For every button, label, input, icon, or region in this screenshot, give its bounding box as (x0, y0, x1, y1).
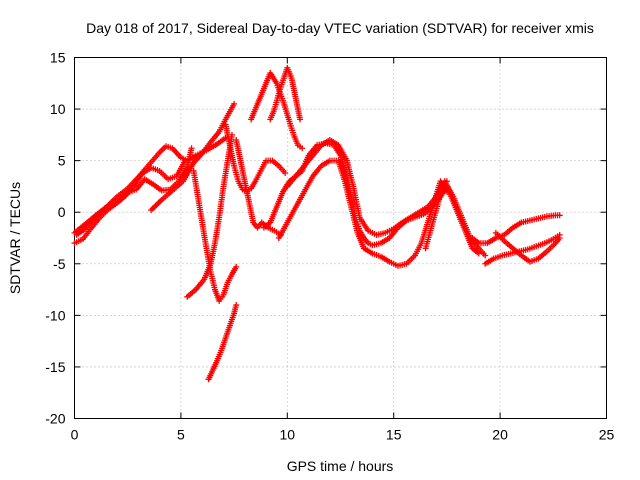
y-tick-label: -20 (45, 411, 65, 427)
x-tick-label: 0 (71, 427, 79, 443)
y-tick-label: 10 (50, 101, 66, 117)
axis-ticks: 0 5 10 15 20 25 -20 -15 -10 -5 0 5 10 15 (45, 50, 614, 443)
y-tick-label: 0 (58, 204, 66, 220)
data-point (482, 252, 489, 259)
data-series (233, 137, 284, 238)
data-point (188, 145, 195, 152)
data-series (422, 178, 450, 252)
data-series (267, 64, 304, 123)
x-axis-label: GPS time / hours (287, 458, 394, 474)
data-series (492, 229, 563, 265)
x-tick-label: 15 (386, 427, 402, 443)
data-series (469, 212, 563, 247)
x-tick-label: 20 (492, 427, 508, 443)
data-point (299, 145, 306, 152)
data-point (443, 178, 450, 185)
data-series (148, 100, 238, 214)
data-point (233, 263, 240, 270)
data-series (222, 121, 289, 195)
data-point (556, 235, 563, 241)
y-tick-label: 15 (50, 50, 66, 66)
y-tick-label: -5 (53, 256, 66, 272)
x-tick-label: 10 (280, 427, 296, 443)
plot-frame (74, 57, 607, 419)
data-series (482, 231, 563, 267)
y-tick-label: 5 (58, 153, 66, 169)
x-tick-label: 25 (599, 427, 615, 443)
data-point (233, 302, 240, 309)
x-tick-label: 5 (177, 427, 185, 443)
data-series (248, 69, 306, 152)
data-point (556, 212, 563, 219)
data-point (282, 170, 289, 177)
chart-title: Day 018 of 2017, Sidereal Day-to-day VTE… (86, 20, 594, 36)
data-series (284, 137, 489, 259)
y-tick-label: -15 (45, 359, 65, 375)
data-points (71, 64, 563, 383)
data-point (231, 100, 238, 107)
data-series (73, 145, 195, 238)
data-series (205, 302, 240, 383)
data-point (297, 116, 304, 123)
y-axis-label: SDTVAR / TECUs (7, 182, 23, 294)
y-tick-label: -10 (45, 307, 65, 323)
